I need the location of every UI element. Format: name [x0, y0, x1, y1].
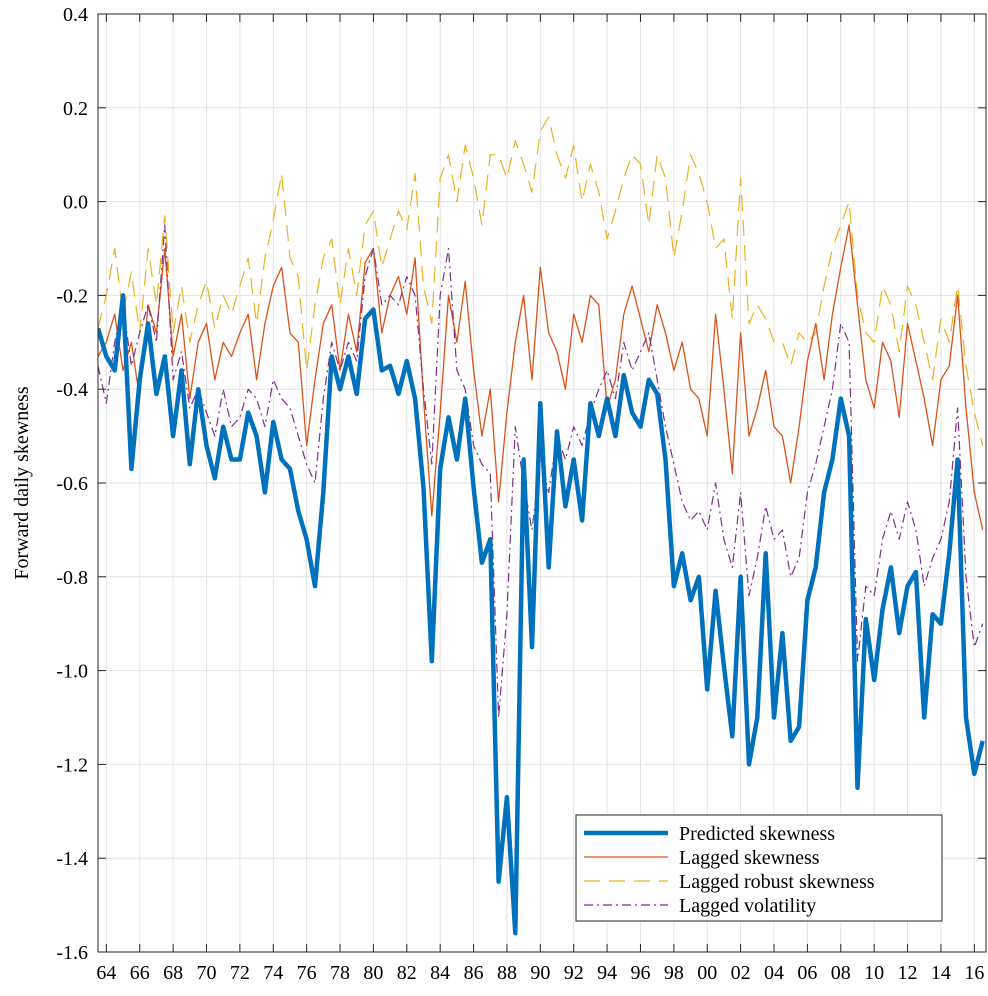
x-tick-label: 86	[464, 962, 484, 984]
x-tick-label: 00	[697, 962, 717, 984]
x-tick-label: 78	[330, 962, 350, 984]
x-tick-label: 02	[731, 962, 751, 984]
legend-label: Predicted skewness	[679, 823, 835, 845]
x-tick-label: 94	[597, 962, 617, 984]
x-tick-label: 12	[898, 962, 918, 984]
y-tick-label: -0.8	[56, 567, 88, 589]
legend-label: Lagged robust skewness	[679, 871, 875, 893]
y-axis-label: Forward daily skewness	[11, 386, 33, 580]
y-tick-label: -1.6	[56, 942, 88, 964]
series-layer	[98, 116, 985, 936]
axes: 64 66 68 70 72 74 76 78 80 82 84 86 88 90 92 94 96 98 00 02…	[56, 4, 986, 984]
y-tick-label: -0.4	[56, 379, 88, 401]
x-tick-label: 64	[96, 962, 116, 984]
y-tick-label: -1.4	[56, 848, 88, 870]
x-tick-label: 16	[964, 962, 984, 984]
x-tick-label: 80	[363, 962, 383, 984]
x-tick-label: 88	[497, 962, 517, 984]
x-tick-label: 98	[664, 962, 684, 984]
x-tick-label: 96	[630, 962, 650, 984]
y-tick-label: -1.0	[56, 661, 88, 683]
x-tick-label: 08	[831, 962, 851, 984]
x-tick-label: 72	[230, 962, 250, 984]
x-tick-label: 04	[764, 962, 784, 984]
legend-label: Lagged volatility	[679, 895, 816, 917]
series-line-predicted-skewness	[98, 293, 985, 936]
series-line-lagged-skewness	[98, 224, 984, 531]
x-tick-label: 14	[931, 962, 951, 984]
x-tick-label: 90	[530, 962, 550, 984]
y-tick-label: -1.2	[56, 754, 88, 776]
y-tick-label: 0.4	[63, 4, 88, 26]
x-tick-label: 74	[263, 962, 283, 984]
x-tick-label: 06	[797, 962, 817, 984]
x-tick-label: 70	[196, 962, 216, 984]
y-tick-label: 0.2	[63, 98, 88, 120]
x-tick-label: 66	[130, 962, 150, 984]
y-tick-label: -0.6	[56, 473, 88, 495]
x-tick-label: 92	[564, 962, 584, 984]
x-tick-label: 68	[163, 962, 183, 984]
y-tick-label: -0.2	[56, 285, 88, 307]
series-line-lagged-robust-skewness	[98, 116, 984, 446]
legend-label: Lagged skewness	[679, 847, 820, 869]
y-tick-label: 0.0	[63, 192, 88, 214]
x-tick-label: 76	[297, 962, 317, 984]
x-tick-label: 82	[397, 962, 417, 984]
x-tick-label: 84	[430, 962, 450, 984]
x-tick-label: 10	[864, 962, 884, 984]
